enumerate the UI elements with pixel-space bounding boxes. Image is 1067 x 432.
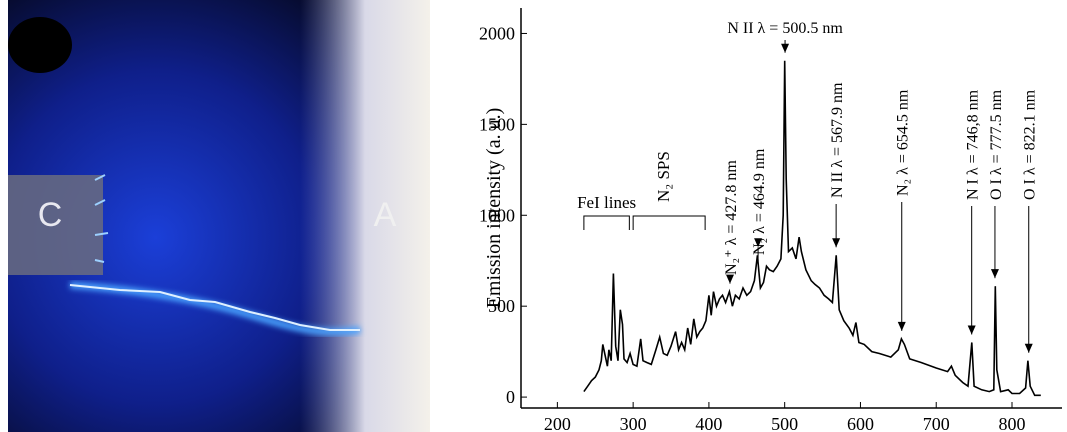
- y-tick-label: 1500: [479, 114, 515, 134]
- bracket: [583, 215, 630, 230]
- bracket-label: FeI lines: [577, 193, 636, 212]
- arrow-head: [897, 321, 906, 331]
- cathode-label: C: [38, 196, 63, 234]
- arc: [69, 284, 360, 331]
- x-tick-label: 700: [923, 414, 950, 432]
- arrow-head: [967, 325, 976, 335]
- bracket-label: N₂ SPS: [654, 151, 673, 202]
- y-tick-label: 1000: [479, 205, 515, 225]
- spectrum-line: [583, 60, 1041, 397]
- peak-label: O I λ = 777.5 nm: [988, 89, 1005, 200]
- arrow-head: [990, 269, 999, 279]
- peak-label: N I λ = 746,8 nm: [965, 89, 982, 200]
- peak-label: N II λ = 567.9 nm: [829, 82, 846, 198]
- peak-label: N II λ = 500.5 nm: [727, 20, 843, 37]
- y-axis-label: Emission intensity (a. u.): [483, 108, 505, 309]
- photo: C A: [8, 0, 430, 432]
- spectrum-chart: Emission intensity (a. u.) 0 500 1000 1500 2…: [479, 8, 1062, 432]
- x-tick-label: 500: [771, 414, 798, 432]
- peak-label: N₂ λ = 654.5 nm: [895, 89, 912, 196]
- peak-label: N₂ λ = 464.9 nm: [751, 148, 768, 255]
- arrow-head: [754, 238, 763, 248]
- arrow-head: [832, 238, 841, 248]
- cathode: [8, 175, 103, 275]
- sparks: [94, 174, 109, 263]
- arrow-head: [725, 274, 734, 284]
- x-tick-label: 800: [998, 414, 1025, 432]
- arrow-head: [781, 43, 790, 53]
- peak-label: N₂⁺ λ = 427.8 nm: [723, 160, 740, 275]
- anode: [300, 0, 430, 432]
- x-tick-label: 600: [847, 414, 874, 432]
- anode-label: A: [374, 196, 397, 234]
- dark-spot: [8, 17, 72, 73]
- x-tick-label: 200: [544, 414, 571, 432]
- x-tick-label: 300: [620, 414, 647, 432]
- arrow-head: [1024, 343, 1033, 353]
- x-tick-label: 400: [695, 414, 722, 432]
- bracket: [632, 215, 706, 230]
- y-tick-label: 2000: [479, 23, 515, 43]
- peak-label: O I λ = 822.1 nm: [1022, 89, 1039, 200]
- y-tick-label: 500: [488, 296, 515, 316]
- y-tick-label: 0: [506, 387, 515, 407]
